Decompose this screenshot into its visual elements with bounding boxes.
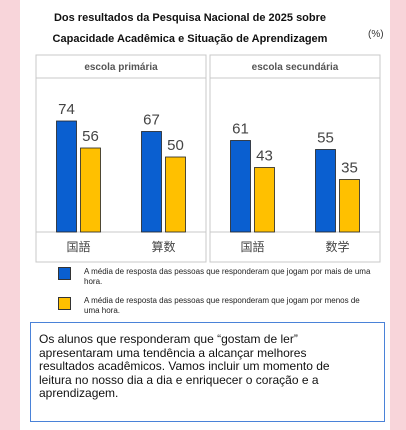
page: Dos resultados da Pesquisa Nacional de 2… xyxy=(0,0,406,430)
data-label: 35 xyxy=(341,160,358,177)
data-label: 74 xyxy=(58,101,75,118)
x-tick-label: 数学 xyxy=(325,239,349,254)
bar xyxy=(81,148,101,232)
bar xyxy=(255,168,275,233)
data-label: 61 xyxy=(232,121,249,138)
x-tick-label: 算数 xyxy=(151,239,175,254)
x-tick-label: 国語 xyxy=(66,239,90,254)
x-tick-label: 国語 xyxy=(240,239,264,254)
legend-label: A média de resposta das pessoas que resp… xyxy=(84,296,374,315)
legend-swatch xyxy=(58,297,71,310)
bar xyxy=(142,132,162,233)
panel-title: escola primária xyxy=(84,62,158,73)
data-label: 43 xyxy=(256,148,273,165)
legend-label: A média de resposta das pessoas que resp… xyxy=(84,267,374,286)
legend-swatch xyxy=(58,267,71,280)
note-box: Os alunos que responderam que “gostam de… xyxy=(30,322,385,422)
bar xyxy=(340,180,360,233)
data-label: 67 xyxy=(143,112,160,129)
panel-title: escola secundária xyxy=(252,62,339,73)
bar xyxy=(231,141,251,233)
data-label: 56 xyxy=(82,128,99,145)
bar xyxy=(57,121,77,232)
bar xyxy=(166,157,186,232)
bar xyxy=(316,150,336,233)
data-label: 55 xyxy=(317,130,334,147)
data-label: 50 xyxy=(167,137,184,154)
